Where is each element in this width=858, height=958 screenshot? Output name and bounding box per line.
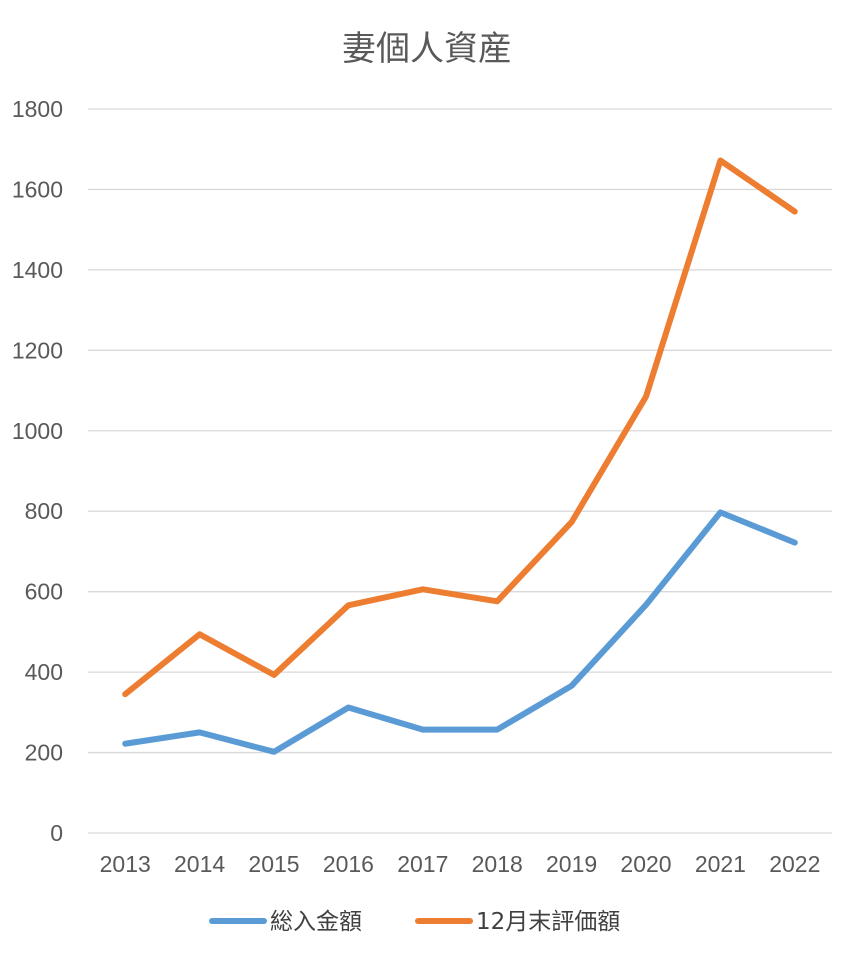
- y-tick-label: 0: [50, 820, 63, 846]
- y-tick-label: 600: [25, 579, 63, 605]
- x-tick-label: 2019: [546, 851, 597, 877]
- series-lines: [122, 157, 798, 755]
- legend-label: 総入金額: [270, 909, 362, 935]
- y-axis-ticks: 0 200 400 600 800 1000 1200 1400 1600 1800: [12, 96, 63, 846]
- series-line-1: [122, 509, 798, 755]
- chart-title: 妻個人資産: [342, 29, 512, 69]
- y-tick-label: 1600: [12, 176, 63, 202]
- y-tick-label: 400: [25, 659, 63, 685]
- x-axis-ticks: 2013 2014 2015 2016 2017 2018 2019 2020 2021 2022: [100, 851, 821, 877]
- y-tick-label: 1800: [12, 96, 63, 122]
- series-line-2: [122, 157, 798, 698]
- x-tick-label: 2018: [472, 851, 523, 877]
- x-tick-label: 2021: [695, 851, 746, 877]
- y-tick-label: 1200: [12, 337, 63, 363]
- y-tick-label: 200: [25, 740, 63, 766]
- x-tick-label: 2016: [323, 851, 374, 877]
- y-tick-label: 800: [25, 498, 63, 524]
- x-tick-label: 2014: [174, 851, 225, 877]
- x-tick-label: 2013: [100, 851, 151, 877]
- y-tick-label: 1000: [12, 418, 63, 444]
- x-tick-label: 2015: [248, 851, 299, 877]
- legend: 総入金額 12月末評価額: [209, 909, 620, 935]
- gridlines: [88, 108, 832, 834]
- legend-label: 12月末評価額: [476, 909, 620, 935]
- x-tick-label: 2022: [769, 851, 820, 877]
- y-tick-label: 1400: [12, 257, 63, 283]
- x-tick-label: 2017: [397, 851, 448, 877]
- x-tick-label: 2020: [620, 851, 671, 877]
